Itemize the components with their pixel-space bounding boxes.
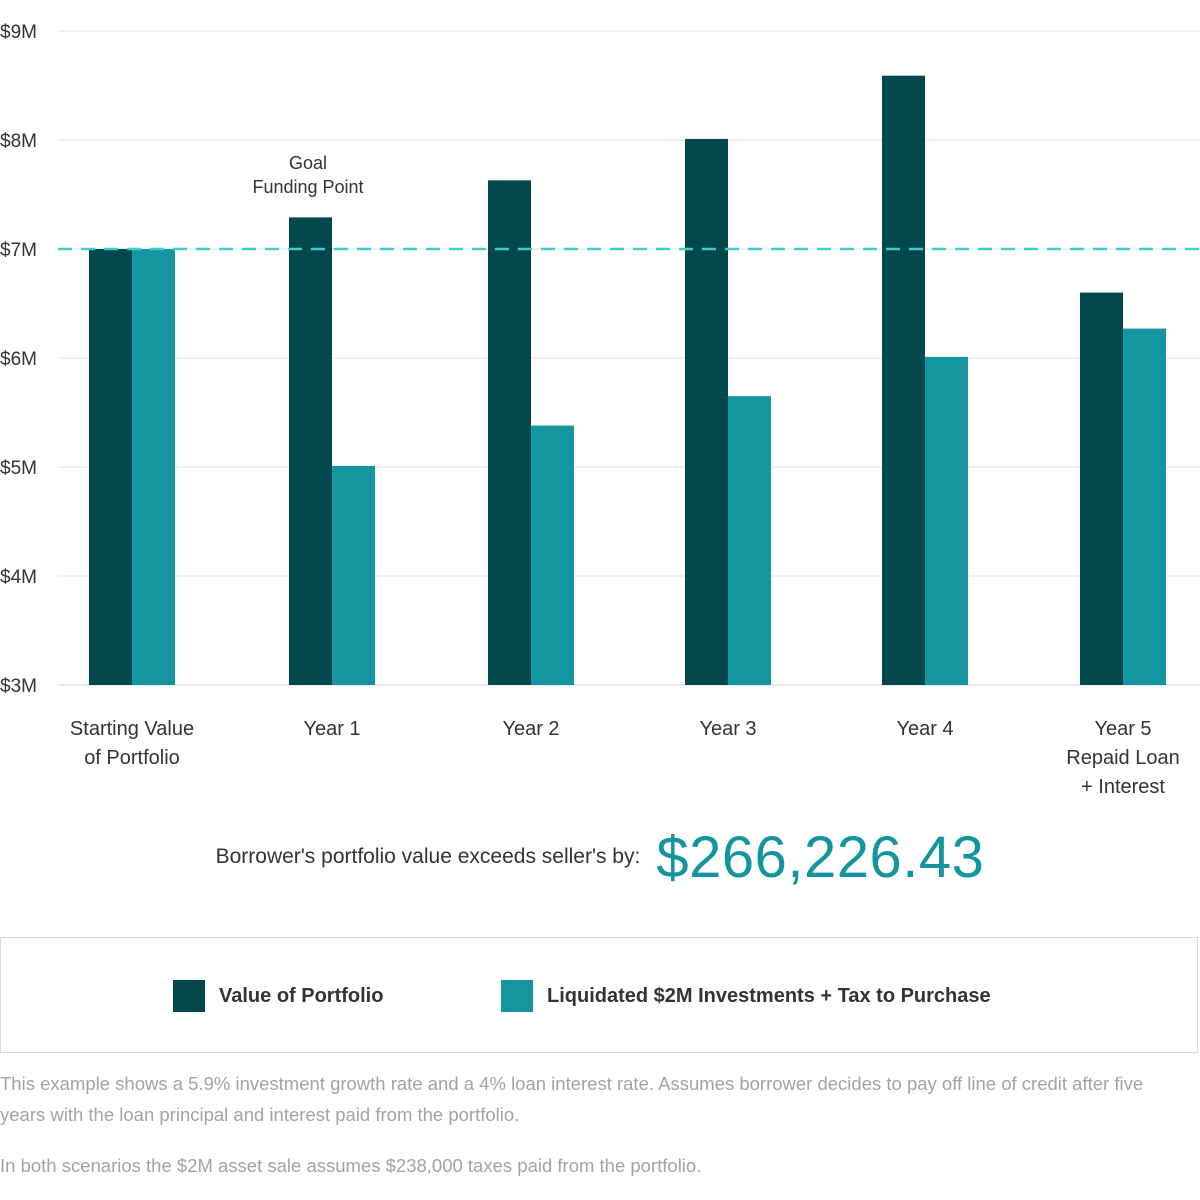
bar-portfolio-0: [89, 249, 132, 685]
bar-liquidated-5: [1123, 328, 1166, 685]
legend-item-portfolio: Value of Portfolio: [173, 980, 383, 1012]
bar-liquidated-1: [332, 465, 375, 685]
y-tick-label: $5M: [0, 458, 37, 479]
x-tick-label: Starting Value: [70, 718, 194, 740]
chart-legend: Value of Portfolio Liquidated $2M Invest…: [0, 937, 1198, 1053]
y-tick-label: $3M: [0, 676, 37, 697]
bar-liquidated-0: [132, 249, 175, 685]
x-tick-label: Year 5: [1094, 718, 1151, 740]
summary-row: Borrower's portfolio value exceeds selle…: [0, 812, 1200, 902]
bar-portfolio-4: [882, 75, 925, 685]
legend-item-liquidated: Liquidated $2M Investments + Tax to Purc…: [501, 980, 991, 1012]
footnote-rates: This example shows a 5.9% investment gro…: [0, 1073, 1144, 1125]
legend-label-portfolio: Value of Portfolio: [219, 984, 384, 1007]
y-tick-label: $4M: [0, 567, 37, 588]
legend-label-liquidated: Liquidated $2M Investments + Tax to Purc…: [547, 984, 991, 1007]
annotation-goal-funding-point: Goal: [289, 153, 327, 173]
bar-portfolio-1: [289, 217, 332, 685]
legend-swatch-portfolio: [173, 980, 205, 1012]
x-tick-label: Year 2: [502, 718, 559, 740]
y-tick-label: $9M: [0, 22, 37, 43]
bar-chart: $3M $4M $5M $6M $7M $8M $9M Starting Value of Po…: [0, 22, 1200, 798]
annotation-goal-funding-point: Funding Point: [252, 177, 363, 197]
x-tick-label: of Portfolio: [84, 747, 180, 769]
legend-swatch-liquidated: [501, 980, 533, 1012]
bar-liquidated-2: [531, 425, 574, 685]
y-tick-label: $6M: [0, 349, 37, 370]
y-tick-label: $8M: [0, 131, 37, 152]
summary-value: $266,226.43: [656, 824, 985, 890]
summary-label: Borrower's portfolio value exceeds selle…: [215, 845, 641, 868]
x-tick-label: + Interest: [1081, 776, 1165, 798]
x-tick-label: Repaid Loan: [1066, 747, 1179, 769]
bar-portfolio-5: [1080, 292, 1123, 685]
bar-portfolio-2: [488, 180, 531, 685]
y-tick-label: $7M: [0, 240, 37, 261]
x-tick-label: Year 1: [303, 718, 360, 740]
footnote-taxes: In both scenarios the $2M asset sale ass…: [0, 1155, 702, 1176]
bar-portfolio-3: [685, 138, 728, 685]
x-tick-label: Year 4: [896, 718, 953, 740]
bar-liquidated-3: [728, 396, 771, 685]
bar-liquidated-4: [925, 356, 968, 685]
x-tick-label: Year 3: [699, 718, 756, 740]
